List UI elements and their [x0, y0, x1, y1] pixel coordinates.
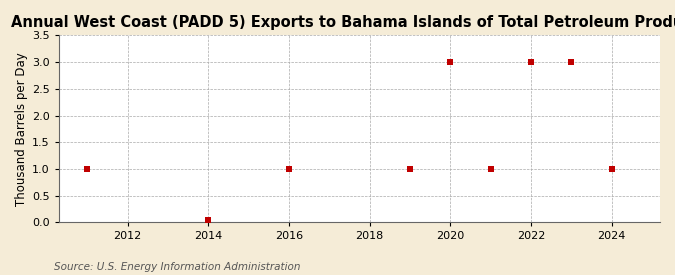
- Point: [284, 167, 294, 171]
- Point: [82, 167, 92, 171]
- Point: [485, 167, 496, 171]
- Text: Source: U.S. Energy Information Administration: Source: U.S. Energy Information Administ…: [54, 262, 300, 272]
- Title: Annual West Coast (PADD 5) Exports to Bahama Islands of Total Petroleum Products: Annual West Coast (PADD 5) Exports to Ba…: [11, 15, 675, 30]
- Point: [445, 60, 456, 64]
- Point: [526, 60, 537, 64]
- Point: [404, 167, 415, 171]
- Y-axis label: Thousand Barrels per Day: Thousand Barrels per Day: [15, 52, 28, 206]
- Point: [606, 167, 617, 171]
- Point: [566, 60, 576, 64]
- Point: [202, 218, 213, 222]
